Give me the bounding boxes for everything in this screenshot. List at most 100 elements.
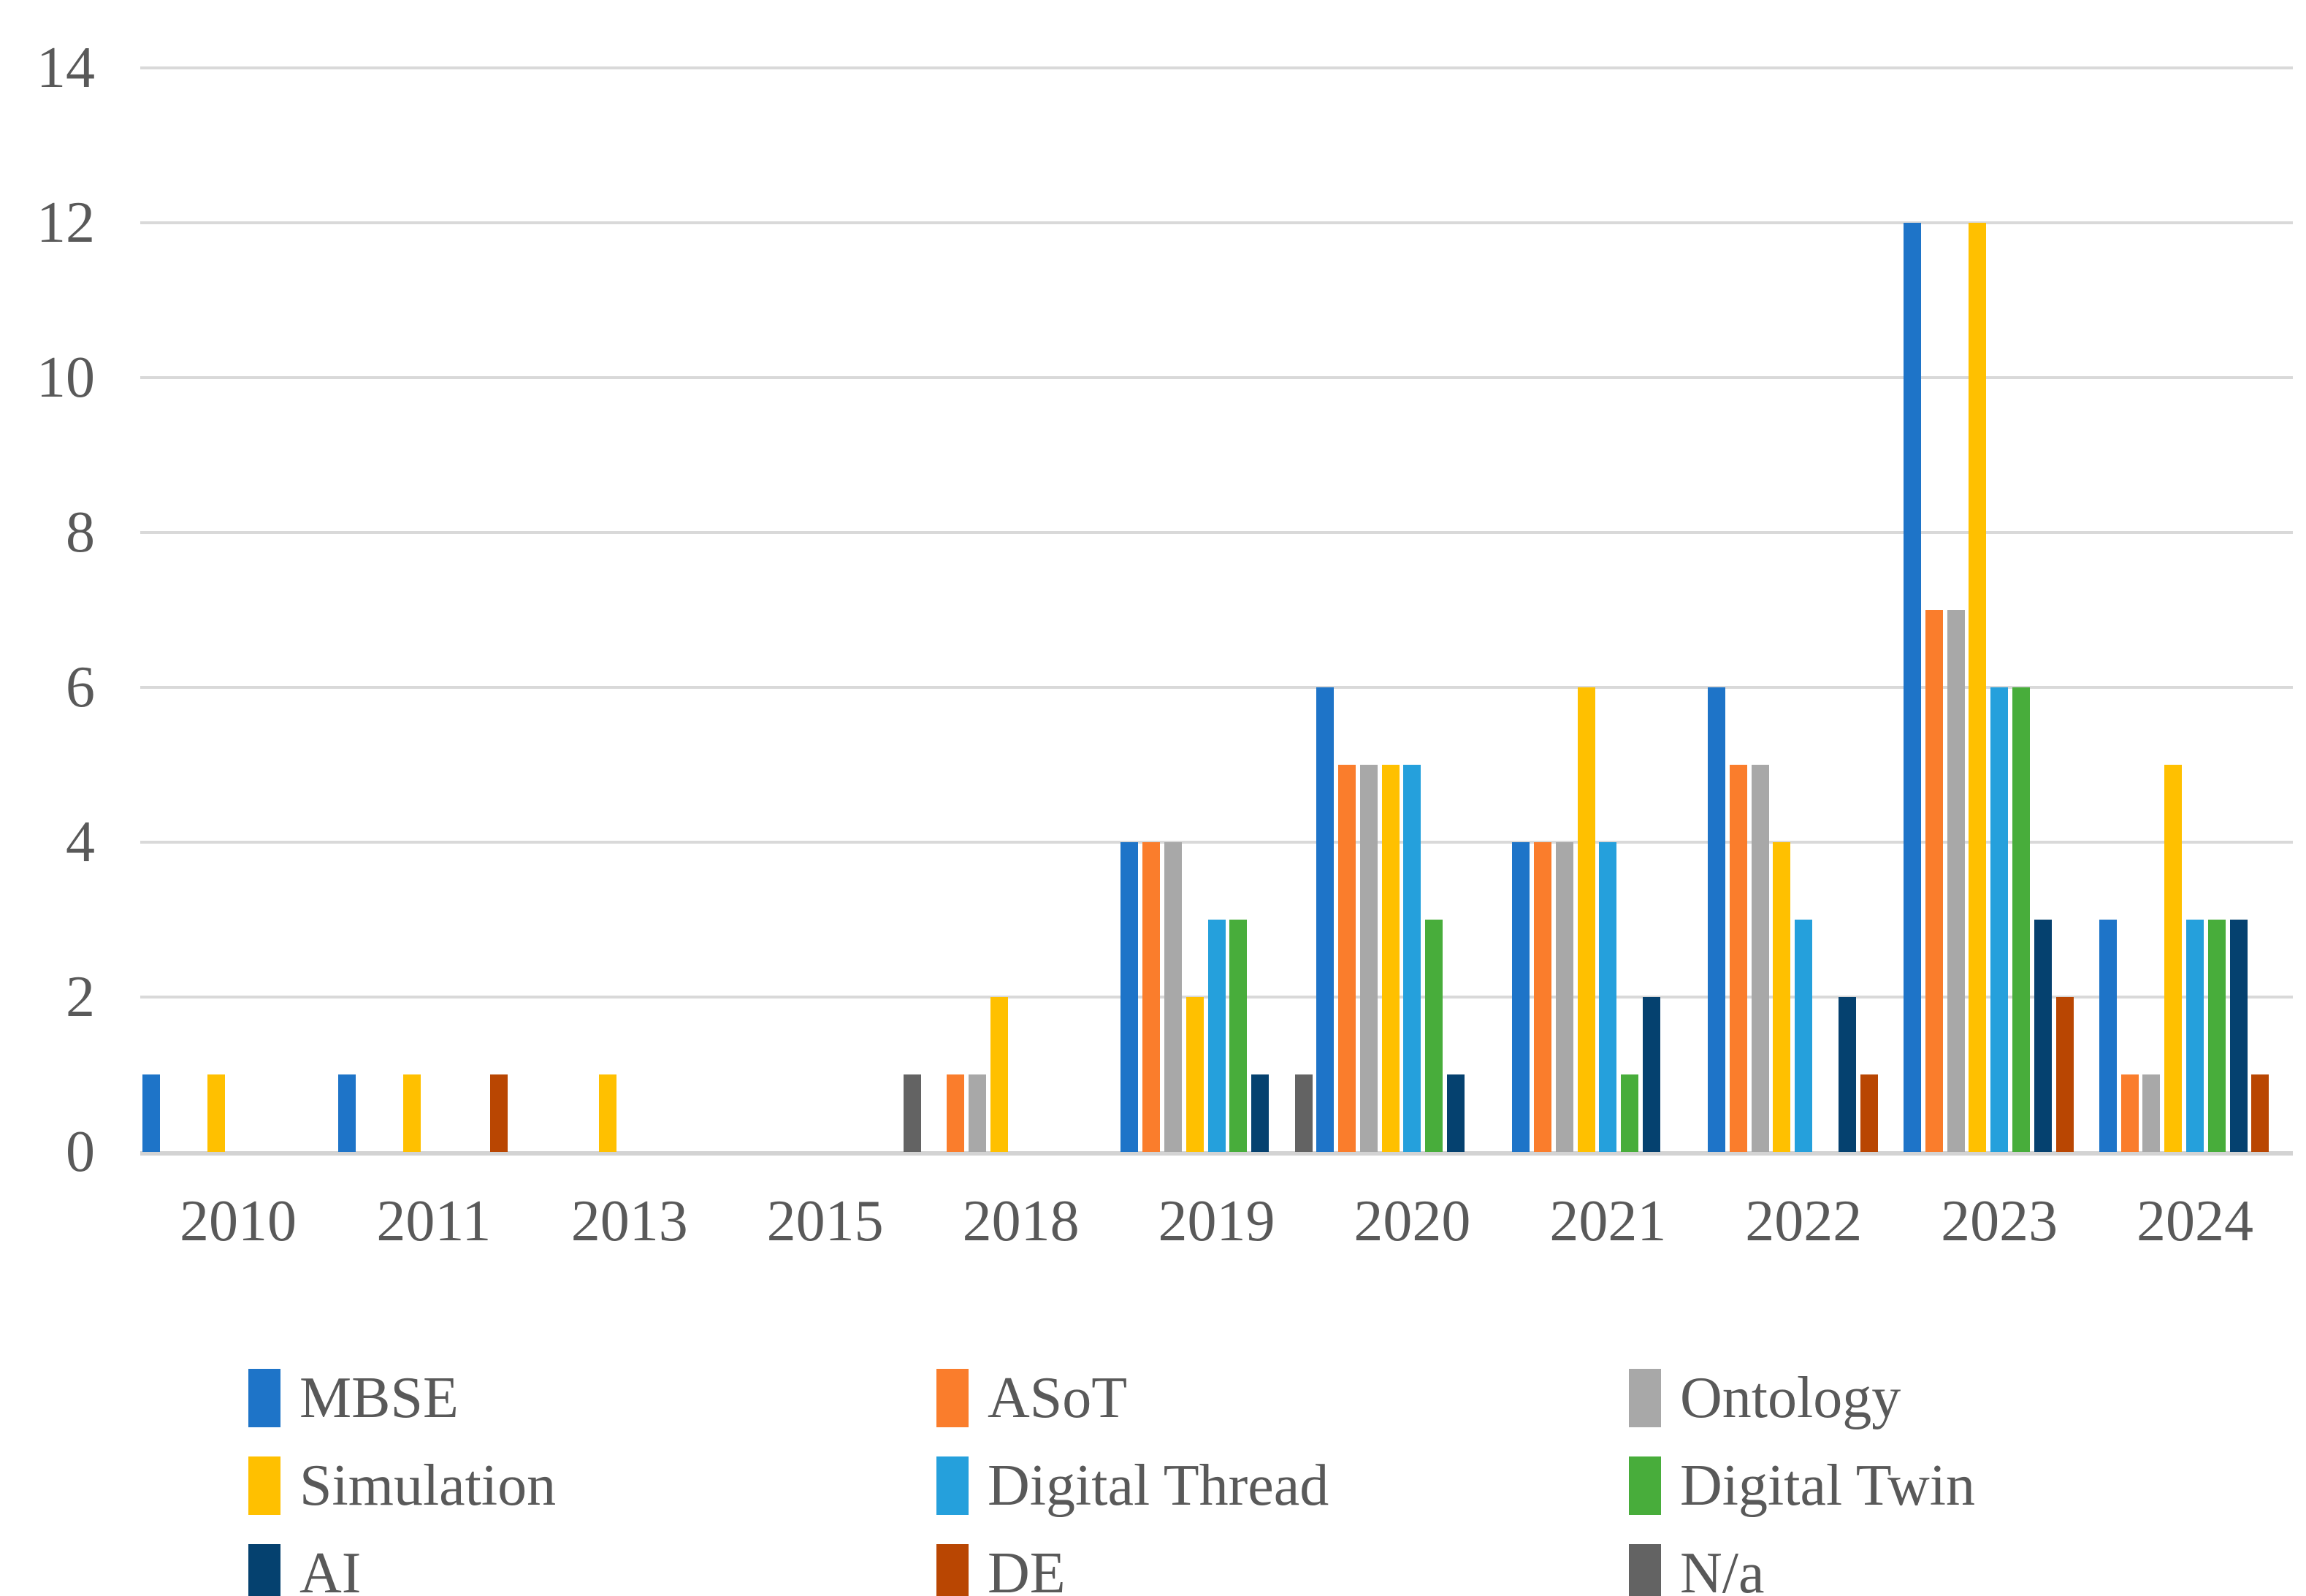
bar-Digital-Twin-2020 xyxy=(1425,920,1443,1152)
bar-Simulation-2011 xyxy=(403,1074,421,1152)
bar-DE-2011 xyxy=(490,1074,508,1152)
bar-Digital-Thread-2024 xyxy=(2186,920,2204,1152)
bar-Digital-Twin-2023 xyxy=(2012,687,2030,1152)
bar-Digital-Thread-2019 xyxy=(1207,920,1226,1152)
bar-Ontology-2024 xyxy=(2142,1074,2161,1152)
legend-item-Ontology: Ontology xyxy=(1629,1362,1901,1435)
bar-ASoT-2024 xyxy=(2120,1074,2139,1152)
legend-swatch-icon xyxy=(248,1456,280,1515)
bar-AI-2023 xyxy=(2034,920,2052,1152)
bar-Ontology-2022 xyxy=(1751,765,1769,1152)
y-axis-tick-label-8: 8 xyxy=(66,500,95,565)
legend-swatch-icon xyxy=(1629,1456,1661,1515)
legend-label: ASoT xyxy=(988,1366,1128,1430)
x-axis-tick-label-2010: 2010 xyxy=(179,1189,297,1253)
bar-Simulation-2023 xyxy=(1969,223,1987,1152)
x-axis-tick-label-2024: 2024 xyxy=(2137,1189,2254,1253)
gridline-12 xyxy=(140,221,2293,224)
bar-AI-2024 xyxy=(2229,920,2248,1152)
bar-MBSE-2010 xyxy=(142,1074,160,1152)
bar-DE-2024 xyxy=(2251,1074,2269,1152)
legend-label: Digital Twin xyxy=(1680,1454,1976,1518)
legend-label: MBSE xyxy=(299,1366,459,1430)
y-axis-tick-label-6: 6 xyxy=(66,655,95,719)
legend-item-Digital-Thread: Digital Thread xyxy=(936,1449,1329,1522)
x-axis-tick-label-2022: 2022 xyxy=(1745,1189,1863,1253)
bar-AI-2022 xyxy=(1838,997,1856,1152)
legend-item-DE: DE xyxy=(936,1537,1066,1596)
bar-Digital-Twin-2021 xyxy=(1621,1074,1639,1152)
x-axis-line xyxy=(140,1151,2293,1156)
x-axis-tick-label-2015: 2015 xyxy=(766,1189,884,1253)
legend-label: N/a xyxy=(1680,1541,1765,1596)
bar-MBSE-2020 xyxy=(1316,687,1335,1152)
bar-Simulation-2021 xyxy=(1577,687,1595,1152)
bar-Digital-Twin-2019 xyxy=(1229,920,1248,1152)
x-axis-tick-label-2019: 2019 xyxy=(1158,1189,1275,1253)
bar-MBSE-2024 xyxy=(2099,920,2117,1152)
legend-label: AI xyxy=(299,1541,362,1596)
legend-label: Ontology xyxy=(1680,1366,1901,1430)
bar-DE-2022 xyxy=(1860,1074,1878,1152)
legend-item-AI: AI xyxy=(248,1537,361,1596)
bar-Ontology-2020 xyxy=(1359,765,1378,1152)
y-axis-tick-label-0: 0 xyxy=(66,1120,95,1184)
bar-AI-2021 xyxy=(1642,997,1660,1152)
legend-swatch-icon xyxy=(936,1456,969,1515)
gridline-8 xyxy=(140,531,2293,534)
x-axis-tick-label-2023: 2023 xyxy=(1941,1189,2058,1253)
legend-swatch-icon xyxy=(1629,1369,1661,1427)
y-axis-tick-label-12: 12 xyxy=(37,191,95,255)
bar-Simulation-2010 xyxy=(207,1074,226,1152)
legend-swatch-icon xyxy=(936,1544,969,1596)
legend-swatch-icon xyxy=(936,1369,969,1427)
x-axis-tick-label-2013: 2013 xyxy=(570,1189,688,1253)
bar-Digital-Thread-2022 xyxy=(1795,920,1813,1152)
bar-Simulation-2022 xyxy=(1773,842,1791,1152)
bar-AI-2019 xyxy=(1251,1074,1270,1152)
bar-ASoT-2023 xyxy=(1925,610,1943,1152)
bar-Ontology-2021 xyxy=(1555,842,1573,1152)
legend-swatch-icon xyxy=(1629,1544,1661,1596)
gridline-4 xyxy=(140,841,2293,844)
bar-ASoT-2022 xyxy=(1729,765,1747,1152)
x-axis-tick-label-2020: 2020 xyxy=(1354,1189,1471,1253)
y-axis-tick-label-4: 4 xyxy=(66,810,95,874)
bar-Simulation-2019 xyxy=(1186,997,1204,1152)
bar-Simulation-2024 xyxy=(2164,765,2183,1152)
bar-N-a-2015 xyxy=(903,1074,921,1152)
gridline-6 xyxy=(140,686,2293,689)
x-axis-tick-label-2021: 2021 xyxy=(1549,1189,1667,1253)
y-axis-tick-label-14: 14 xyxy=(37,36,95,100)
bar-Simulation-2013 xyxy=(598,1074,616,1152)
bar-N-a-2019 xyxy=(1294,1074,1313,1152)
x-axis-tick-label-2018: 2018 xyxy=(962,1189,1080,1253)
x-axis-tick-label-2011: 2011 xyxy=(376,1189,492,1253)
legend-item-MBSE: MBSE xyxy=(248,1362,459,1435)
bar-MBSE-2019 xyxy=(1120,842,1139,1152)
legend-label: Simulation xyxy=(299,1454,557,1518)
y-axis-tick-label-2: 2 xyxy=(66,965,95,1029)
bar-Ontology-2023 xyxy=(1947,610,1965,1152)
legend-label: Digital Thread xyxy=(988,1454,1329,1518)
bar-Digital-Twin-2024 xyxy=(2207,920,2226,1152)
legend-item-ASoT: ASoT xyxy=(936,1362,1127,1435)
bar-MBSE-2022 xyxy=(1708,687,1726,1152)
gridline-10 xyxy=(140,376,2293,379)
bar-MBSE-2023 xyxy=(1903,223,1921,1152)
legend-item-N-a: N/a xyxy=(1629,1537,1765,1596)
bar-Digital-Thread-2020 xyxy=(1403,765,1421,1152)
y-axis-tick-label-10: 10 xyxy=(37,345,95,410)
bar-AI-2020 xyxy=(1447,1074,1465,1152)
bar-Simulation-2020 xyxy=(1381,765,1400,1152)
bar-DE-2023 xyxy=(2055,997,2074,1152)
bar-MBSE-2011 xyxy=(337,1074,356,1152)
bar-Ontology-2019 xyxy=(1164,842,1182,1152)
bar-Digital-Thread-2021 xyxy=(1599,842,1617,1152)
bar-Simulation-2018 xyxy=(990,997,1008,1152)
bar-ASoT-2020 xyxy=(1338,765,1356,1152)
bar-ASoT-2018 xyxy=(947,1074,965,1152)
legend-item-Simulation: Simulation xyxy=(248,1449,556,1522)
gridline-14 xyxy=(140,66,2293,69)
